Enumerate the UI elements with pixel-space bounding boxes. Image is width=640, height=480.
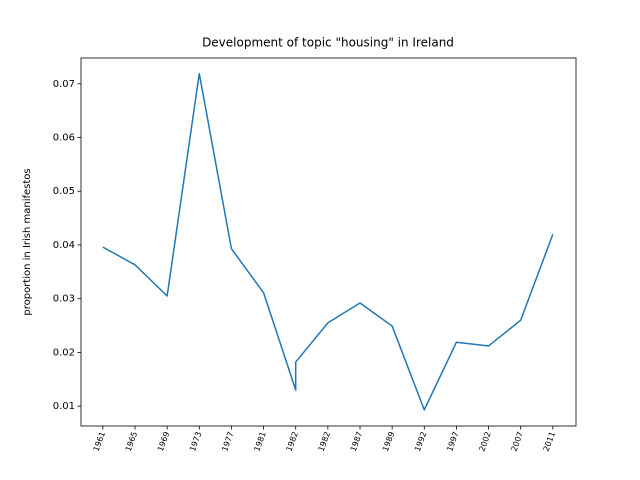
plot-frame [80, 57, 577, 427]
y-tick-label: 0.07 [53, 79, 75, 90]
y-tick-label: 0.05 [53, 186, 75, 197]
line [102, 72, 554, 411]
y-tick-label: 0.02 [53, 347, 75, 358]
y-tick-label: 0.06 [53, 133, 75, 144]
y-tick-label: 0.04 [53, 240, 75, 251]
y-tick-label: 0.01 [53, 401, 75, 412]
chart-title: Development of topic "housing" in Irelan… [202, 36, 454, 50]
y-tick-label: 0.03 [53, 294, 75, 305]
y-axis-label: proportion in Irish manifestos [22, 168, 33, 315]
